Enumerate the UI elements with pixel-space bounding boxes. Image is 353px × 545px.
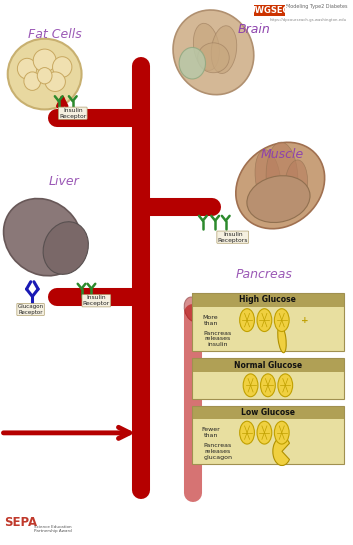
- FancyBboxPatch shape: [254, 5, 286, 16]
- Ellipse shape: [193, 23, 220, 70]
- Text: Normal Glucose: Normal Glucose: [234, 361, 302, 370]
- Ellipse shape: [17, 58, 37, 79]
- Ellipse shape: [198, 43, 229, 72]
- Bar: [192, 405, 343, 419]
- Ellipse shape: [53, 57, 72, 77]
- Circle shape: [240, 421, 255, 444]
- Circle shape: [257, 421, 272, 444]
- Text: Pancreas: Pancreas: [236, 268, 293, 281]
- Bar: [192, 372, 343, 398]
- Bar: [192, 405, 343, 464]
- Ellipse shape: [37, 68, 52, 84]
- Bar: [192, 359, 343, 398]
- Text: https://dpcourseach.gs.washington.edu: https://dpcourseach.gs.washington.edu: [270, 18, 347, 22]
- Text: Glucagon
Receptor: Glucagon Receptor: [18, 304, 44, 315]
- Circle shape: [240, 308, 255, 331]
- Bar: [192, 293, 343, 352]
- Text: Insulin
Receptors: Insulin Receptors: [217, 232, 248, 243]
- Ellipse shape: [236, 142, 325, 229]
- Ellipse shape: [24, 72, 41, 90]
- Ellipse shape: [179, 47, 205, 79]
- Ellipse shape: [184, 297, 203, 322]
- Text: SEPA: SEPA: [4, 516, 37, 529]
- Text: Brain: Brain: [238, 23, 270, 36]
- Text: Science Education
Partnership Award: Science Education Partnership Award: [34, 525, 72, 534]
- Text: Low Glucose: Low Glucose: [241, 408, 295, 417]
- Text: Pancreas
releases
insulin: Pancreas releases insulin: [204, 330, 232, 347]
- Ellipse shape: [197, 298, 255, 340]
- Bar: [192, 359, 343, 372]
- Ellipse shape: [4, 198, 82, 276]
- Text: More
than: More than: [203, 314, 219, 325]
- Ellipse shape: [278, 325, 286, 353]
- Circle shape: [278, 374, 293, 397]
- Circle shape: [257, 308, 272, 331]
- Ellipse shape: [211, 26, 237, 74]
- Bar: [192, 307, 343, 352]
- Ellipse shape: [8, 39, 82, 110]
- Ellipse shape: [43, 222, 88, 274]
- Circle shape: [274, 421, 289, 444]
- Text: Liver: Liver: [49, 175, 79, 188]
- Text: High Glucose: High Glucose: [239, 295, 297, 305]
- Text: Insulin
Receptor: Insulin Receptor: [59, 108, 86, 119]
- Bar: [192, 293, 343, 307]
- Text: Modeling Type2 Diabetes: Modeling Type2 Diabetes: [286, 4, 347, 9]
- Ellipse shape: [247, 175, 310, 222]
- Ellipse shape: [173, 10, 254, 95]
- Ellipse shape: [266, 142, 298, 213]
- Circle shape: [274, 308, 289, 331]
- Wedge shape: [273, 437, 289, 465]
- Text: Pancreas
releases
glucagon: Pancreas releases glucagon: [203, 443, 232, 459]
- Ellipse shape: [45, 72, 65, 92]
- Ellipse shape: [33, 49, 56, 72]
- Ellipse shape: [285, 160, 308, 211]
- Circle shape: [243, 374, 258, 397]
- Text: Fat Cells: Fat Cells: [28, 28, 82, 41]
- Text: UWGSEO: UWGSEO: [248, 6, 290, 15]
- Text: Insulin
Receptor: Insulin Receptor: [83, 295, 110, 306]
- Text: Fewer
than: Fewer than: [201, 427, 220, 438]
- Ellipse shape: [255, 150, 281, 208]
- Bar: [192, 419, 343, 464]
- Text: +: +: [301, 316, 309, 325]
- Circle shape: [261, 374, 275, 397]
- Text: Muscle: Muscle: [261, 148, 304, 161]
